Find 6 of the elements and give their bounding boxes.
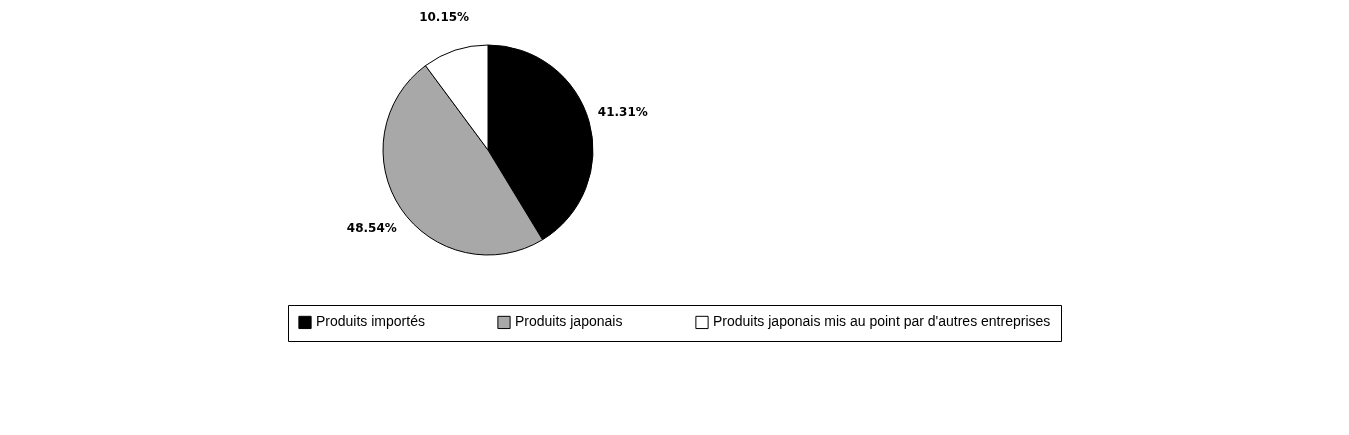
data-label: 10.15% [419, 10, 470, 25]
legend-label: Produits importés [316, 313, 425, 330]
legend-label: Produits japonais [515, 313, 623, 330]
data-label: 48.54% [346, 221, 397, 236]
data-label: 41.31% [597, 105, 648, 120]
legend-label: Produits japonais mis au point par d'autres entreprises [713, 313, 1051, 330]
